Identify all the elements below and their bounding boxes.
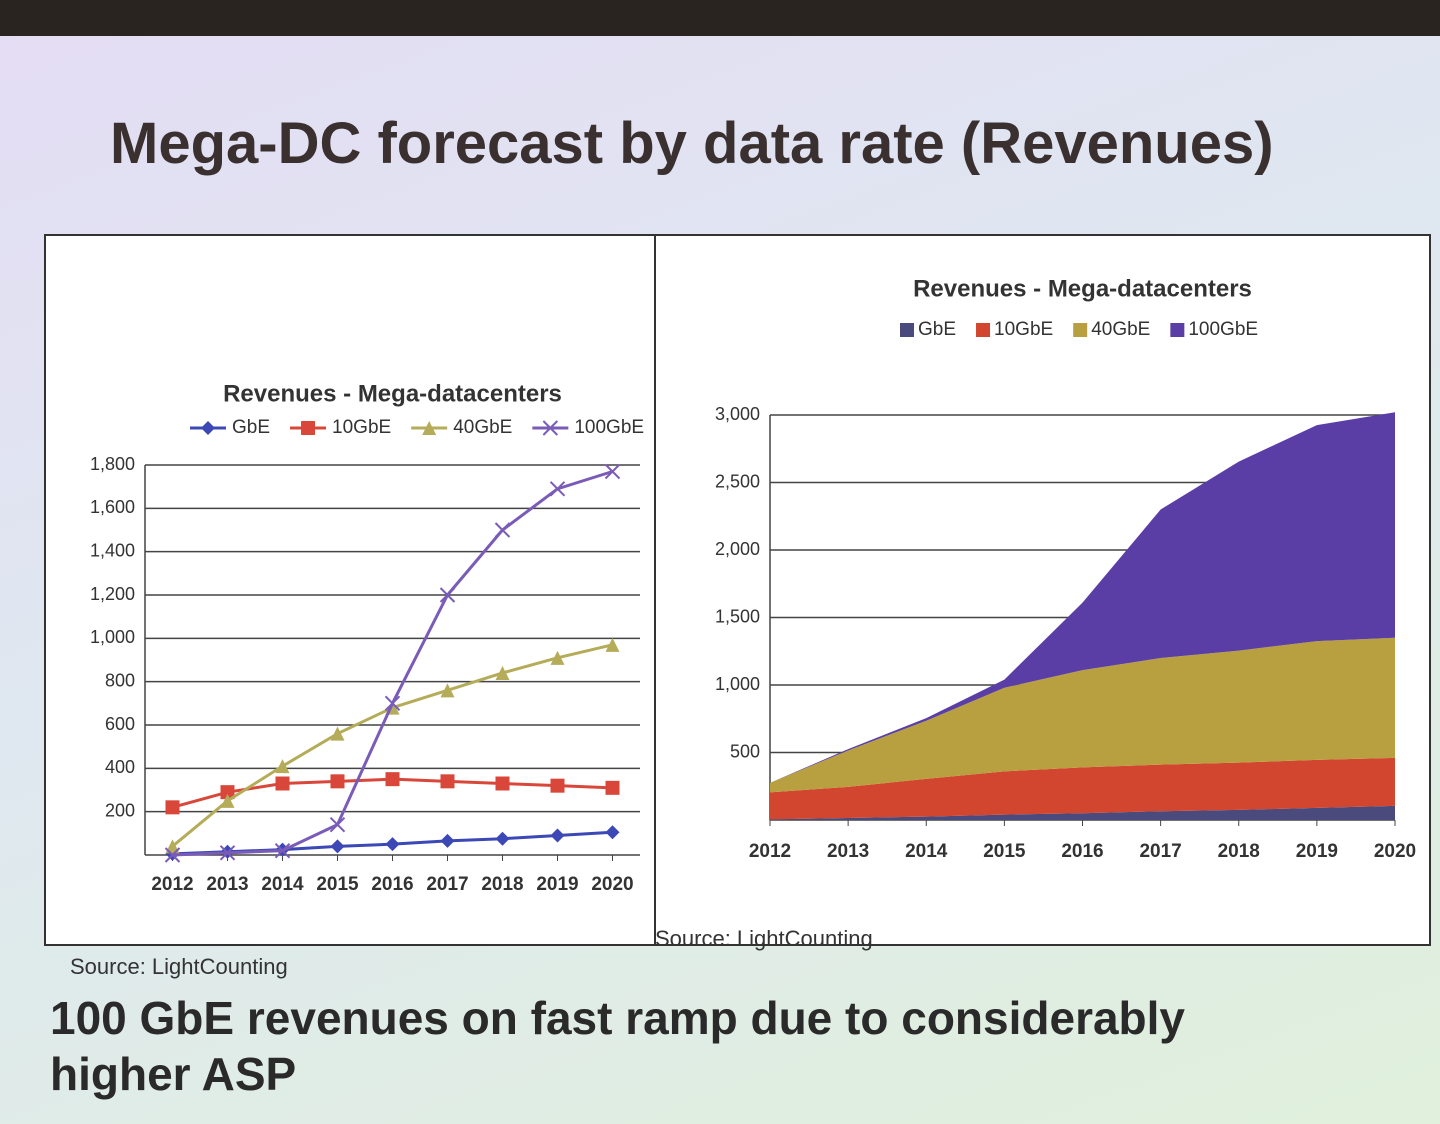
marker (330, 726, 345, 741)
legend-label: 10GbE (994, 319, 1053, 340)
y-tick-label: 1,000 (90, 627, 135, 647)
y-tick-label: 500 (730, 741, 760, 761)
y-tick-label: 1,500 (715, 606, 760, 626)
marker (495, 776, 510, 791)
legend-label: 40GbE (453, 417, 512, 438)
x-tick-label: 2019 (1296, 841, 1338, 862)
legend-marker (201, 421, 215, 435)
caption: 100 GbE revenues on fast ramp due to con… (50, 992, 1186, 1100)
legend-marker (422, 421, 437, 435)
x-tick-label: 2014 (905, 841, 948, 862)
marker (329, 816, 346, 833)
marker (605, 637, 620, 652)
marker (330, 774, 345, 789)
marker (604, 463, 621, 480)
charts: Revenues - Mega-datacenters Source: Light… (44, 234, 1431, 979)
x-tick-label: 2013 (206, 874, 248, 895)
marker (440, 683, 455, 698)
legend-swatch (976, 323, 991, 337)
marker (440, 833, 455, 848)
y-tick-label: 2,000 (715, 539, 760, 559)
y-tick-label: 1,200 (90, 584, 135, 604)
source: Source: LightCounting (70, 954, 288, 979)
source: Source: LightCounting (655, 926, 873, 951)
legend-label: 100GbE (1188, 319, 1258, 340)
y-tick-label: 1,400 (90, 540, 135, 560)
marker (385, 837, 400, 852)
chart-title: Revenues - Mega-datacenters (223, 380, 562, 407)
marker (220, 793, 235, 808)
marker (384, 695, 401, 712)
chart-title: Revenues - Mega-datacenters (913, 275, 1252, 302)
y-tick-label: 2,500 (715, 471, 760, 491)
marker (220, 785, 235, 800)
y-tick-label: 800 (105, 670, 135, 690)
marker (495, 831, 510, 846)
x-tick-label: 2020 (591, 874, 633, 895)
x-tick-label: 2012 (749, 841, 791, 862)
marker (275, 759, 290, 774)
x-tick-label: 2013 (827, 841, 869, 862)
marker (165, 839, 180, 854)
y-tick-label: 400 (105, 757, 135, 777)
x-tick-label: 2018 (1218, 841, 1260, 862)
marker (165, 800, 180, 815)
legend-swatch (1170, 323, 1185, 337)
y-tick-label: 200 (105, 800, 135, 820)
y-tick-label: 1,800 (90, 454, 135, 474)
marker (494, 522, 511, 538)
y-tick-label: 1,600 (90, 497, 135, 517)
marker (330, 839, 345, 854)
legend-label: 40GbE (1091, 319, 1150, 340)
legend-swatch (900, 323, 914, 337)
legend-label: 100GbE (574, 417, 644, 438)
marker (605, 780, 620, 795)
x-tick-label: 2019 (536, 874, 578, 895)
marker (439, 587, 456, 603)
slide-title: Mega-DC forecast by data rate (Revenues) (110, 111, 1274, 176)
x-tick-label: 2018 (481, 874, 523, 895)
marker (275, 776, 290, 791)
series-area (770, 757, 1395, 820)
marker (550, 650, 565, 665)
marker (550, 778, 565, 793)
y-tick-label: 600 (105, 714, 135, 734)
y-tick-label: 1,000 (715, 674, 760, 694)
marker (549, 481, 566, 497)
x-tick-label: 2012 (151, 874, 193, 895)
legend-label: GbE (918, 319, 956, 340)
series-area (770, 637, 1395, 793)
marker (550, 828, 565, 843)
legend-swatch (1073, 323, 1088, 337)
x-tick-label: 2015 (316, 874, 359, 895)
legend-label: 10GbE (332, 417, 391, 438)
marker (605, 825, 620, 840)
x-tick-label: 2016 (1061, 841, 1103, 862)
series-area (770, 412, 1395, 783)
marker (219, 845, 236, 861)
x-tick-label: 2017 (1139, 841, 1181, 862)
x-tick-label: 2014 (261, 874, 304, 895)
x-tick-label: 2017 (426, 874, 468, 895)
y-tick-label: 3,000 (715, 404, 760, 424)
series-area (770, 805, 1395, 820)
screen-edge (0, 0, 1440, 36)
x-tick-label: 2015 (983, 841, 1026, 862)
marker (495, 666, 510, 680)
legend-marker (542, 420, 559, 436)
marker (440, 774, 455, 789)
legend-label: GbE (232, 417, 270, 438)
marker (274, 842, 291, 859)
x-tick-label: 2020 (1374, 841, 1416, 862)
legend-marker (301, 421, 316, 435)
marker (164, 847, 181, 863)
x-tick-label: 2016 (371, 874, 413, 895)
marker (385, 772, 400, 787)
